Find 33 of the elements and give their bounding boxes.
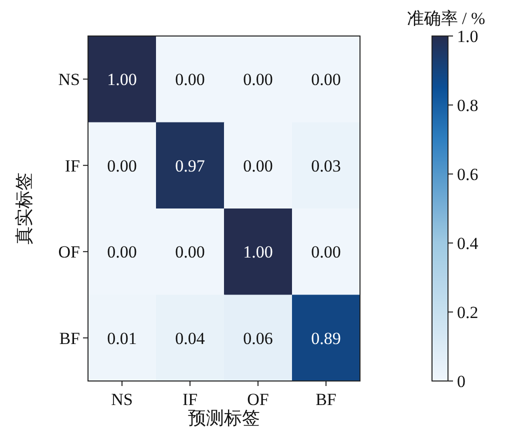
data-label: 0.06: [243, 328, 273, 348]
y-tick-label: NS: [58, 70, 80, 90]
color-bar-label: 0.4: [457, 234, 479, 253]
data-label: 0.01: [107, 328, 137, 348]
data-label: 0.00: [311, 70, 341, 90]
color-bar-label: 0.2: [457, 303, 478, 322]
x-tick-label: IF: [182, 390, 198, 409]
x-tick-label: OF: [247, 390, 269, 409]
data-label: 0.03: [311, 156, 341, 176]
x-tick-label: NS: [111, 390, 133, 409]
color-bar-label: 0.8: [457, 96, 478, 115]
color-bar-title: 准确率 / %: [406, 9, 486, 28]
data-label: 0.00: [243, 70, 273, 90]
data-label: 0.00: [107, 156, 137, 176]
y-tick-label: BF: [59, 328, 80, 348]
data-label: 0.04: [175, 328, 206, 348]
data-label: 0.97: [175, 156, 206, 176]
y-tick-label: IF: [64, 156, 80, 176]
color-bar-label: 1.0: [457, 27, 478, 46]
x-tick-label: BF: [316, 390, 336, 409]
data-label: 0.00: [175, 70, 205, 90]
data-label: 0.00: [175, 242, 205, 262]
data-label: 0.00: [107, 242, 137, 262]
data-label: 0.89: [311, 328, 341, 348]
x-axis-title: 预测标签: [188, 408, 260, 428]
data-label: 1.00: [107, 70, 137, 90]
data-label: 1.00: [243, 242, 273, 262]
color-bar-label: 0.6: [457, 165, 478, 184]
data-label: 0.00: [243, 156, 273, 176]
y-axis-title: 真实标签: [14, 172, 34, 244]
y-tick-label: OF: [58, 242, 80, 262]
data-label: 0.00: [311, 242, 341, 262]
color-bar-label: 0: [457, 372, 466, 391]
